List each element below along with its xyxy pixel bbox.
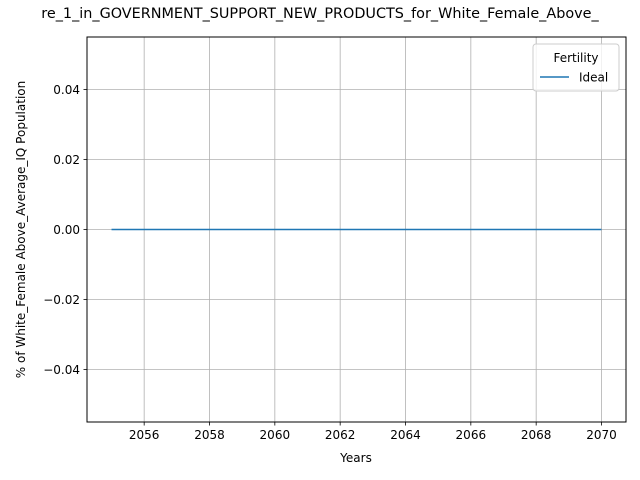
legend-title: Fertility <box>553 51 598 65</box>
y-tick-label: −0.02 <box>43 293 80 307</box>
x-tick-label: 2056 <box>129 428 160 442</box>
x-tick-label: 2070 <box>586 428 617 442</box>
legend-box <box>532 43 620 92</box>
y-tick-label: −0.04 <box>43 363 80 377</box>
x-tick-label: 2060 <box>260 428 291 442</box>
x-axis: 2056 2058 2060 2062 2064 2066 2068 2070 <box>129 422 617 442</box>
legend: Fertility Ideal <box>532 43 620 92</box>
x-tick-label: 2066 <box>456 428 487 442</box>
y-tick-label: 0.00 <box>53 223 80 237</box>
x-tick-label: 2064 <box>390 428 421 442</box>
y-tick-label: 0.04 <box>53 83 80 97</box>
chart-title: re_1_in_GOVERNMENT_SUPPORT_NEW_PRODUCTS_… <box>41 6 599 22</box>
x-tick-label: 2068 <box>521 428 552 442</box>
y-axis: −0.04 −0.02 0.00 0.02 0.04 <box>43 83 87 377</box>
y-axis-label: % of White_Female Above_Average_IQ Popul… <box>14 81 28 378</box>
x-tick-label: 2058 <box>194 428 225 442</box>
legend-label: Ideal <box>579 71 608 85</box>
x-tick-label: 2062 <box>325 428 356 442</box>
x-axis-label: Years <box>339 451 372 465</box>
y-tick-label: 0.02 <box>53 153 80 167</box>
